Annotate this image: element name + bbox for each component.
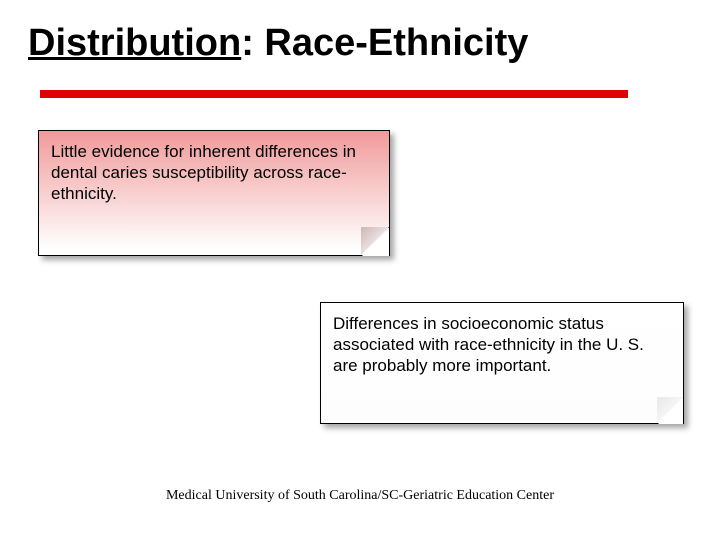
title-rest: : Race-Ethnicity [241,22,528,64]
note-ses-text: Differences in socioeconomic status asso… [333,313,669,376]
note-ses-body: Differences in socioeconomic status asso… [321,303,683,423]
note-evidence-body: Little evidence for inherent differences… [39,131,389,255]
title-rule [40,90,628,98]
slide: Distribution: Race-Ethnicity Little evid… [0,0,720,540]
footer-attribution: Medical University of South Carolina/SC-… [0,488,720,504]
slide-title: Distribution: Race-Ethnicity [28,22,528,65]
title-underlined: Distribution [28,22,241,64]
note-evidence-text: Little evidence for inherent differences… [51,141,375,204]
note-evidence: Little evidence for inherent differences… [38,130,390,256]
note-ses: Differences in socioeconomic status asso… [320,302,684,424]
